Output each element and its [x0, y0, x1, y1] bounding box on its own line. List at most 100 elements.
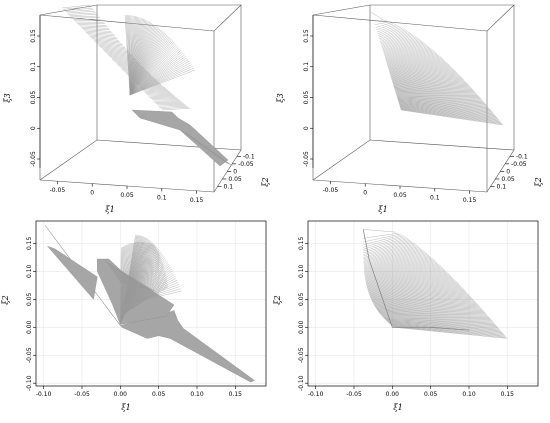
fiber-line: [129, 18, 144, 96]
fiber-line: [377, 304, 479, 311]
fiber-line: [393, 76, 462, 85]
fiber-line: [210, 151, 219, 156]
fiber-line: [386, 49, 433, 65]
fiber-line: [120, 246, 123, 325]
fiber-line: [129, 25, 156, 96]
fiber-line: [363, 247, 421, 268]
fiber-line: [124, 239, 149, 305]
fiber-line: [393, 81, 466, 88]
fiber-line: [215, 155, 225, 160]
fiber-line: [383, 39, 420, 55]
fiber-line: [384, 41, 424, 57]
surface-sheet: [131, 109, 229, 167]
fiber-line: [129, 44, 177, 96]
fiber-line: [188, 136, 198, 141]
fiber-line: [90, 37, 119, 41]
y-tick-label: 0.05: [26, 292, 33, 306]
fiber-line: [161, 107, 191, 111]
fiber-line: [384, 40, 422, 56]
fiber-line: [395, 88, 473, 92]
z-tick-label: 0.05: [228, 176, 242, 183]
y-tick-label: -0.05: [30, 151, 37, 167]
fiber-line: [369, 279, 455, 296]
fiber-line: [395, 88, 472, 92]
y-tick-label: 0: [303, 126, 310, 130]
fiber-line: [375, 299, 474, 308]
fiber-line: [368, 275, 451, 293]
x-tick-label: 0.15: [463, 197, 477, 204]
panel-3d-left: 0.150.10.050-0.05 ξ3 -0.05 0 0.05 0.1 0.15 ξ…: [3, 4, 270, 214]
y-axis-3d-left: 0.15 0.1 0.05 0 -0.05 ξ3: [3, 15, 41, 168]
fiber-line: [380, 311, 485, 315]
x-tick-label: 0.00: [386, 391, 400, 398]
fiber-line: [363, 240, 412, 258]
fiber-line: [384, 318, 493, 321]
x-tick-label: -0.10: [308, 391, 324, 398]
fiber-line: [124, 259, 167, 306]
fiber-line: [124, 238, 148, 305]
fiber-line: [363, 234, 403, 246]
fiber-line: [363, 242, 414, 261]
fiber-line: [129, 15, 134, 96]
fiber-line: [144, 91, 173, 95]
fiber-line: [378, 306, 480, 312]
fiber-line: [380, 310, 484, 314]
fan-cloud-2d-left: [45, 225, 255, 383]
fiber-line: [363, 229, 397, 233]
fiber-line: [95, 42, 124, 47]
fiber-line: [119, 281, 154, 291]
fiber-line: [365, 260, 435, 281]
fiber-line: [395, 92, 476, 94]
fiber-line: [373, 294, 470, 305]
fiber-line: [400, 108, 501, 123]
fiber-line: [374, 295, 471, 306]
fiber-line: [124, 276, 176, 306]
fiber-line: [394, 86, 471, 91]
fiber-line: [394, 82, 467, 89]
fiber-line: [364, 254, 428, 275]
fiber-line: [124, 242, 153, 305]
fiber-line: [129, 16, 136, 96]
fiber-line: [129, 43, 176, 96]
fiber-line: [93, 39, 122, 44]
fiber-line: [124, 286, 180, 306]
z-tick-label: 0.05: [501, 176, 515, 183]
fiber-line: [110, 267, 130, 277]
fiber-line: [124, 280, 178, 306]
y-label-3d-right: ξ3: [276, 93, 285, 103]
fiber-line: [383, 317, 490, 319]
fiber-line: [383, 37, 418, 53]
fiber-line: [396, 95, 479, 97]
x-tick-label: 0.00: [114, 391, 128, 398]
fiber-line: [398, 102, 491, 110]
fiber-line: [363, 244, 417, 263]
fiber-line: [129, 15, 135, 96]
fiber-line: [376, 302, 477, 310]
fiber-line: [365, 258, 433, 279]
fiber-line: [129, 35, 169, 96]
fiber-line: [363, 246, 419, 266]
fiber-line: [204, 147, 213, 152]
fiber-line: [382, 35, 415, 51]
fiber-line: [63, 6, 92, 10]
fiber-line: [199, 143, 208, 148]
fiber-line: [381, 313, 487, 316]
fiber-line: [110, 268, 131, 277]
fiber-line: [397, 99, 485, 104]
fiber-line: [388, 322, 500, 329]
fiber-line: [385, 43, 426, 59]
fiber-line: [112, 270, 135, 280]
fiber-line: [179, 129, 189, 135]
fiber-line: [381, 33, 413, 48]
fiber-line: [101, 48, 131, 54]
fiber-line: [386, 320, 497, 326]
fiber-line: [388, 53, 438, 69]
fiber-line: [399, 105, 496, 117]
surface-sheet: [46, 245, 98, 300]
y-label-2d-left: ξ2: [1, 295, 10, 305]
fiber-line: [390, 66, 451, 78]
fiber-line: [366, 268, 444, 287]
fiber-line: [145, 93, 174, 96]
fiber-line: [398, 100, 488, 106]
